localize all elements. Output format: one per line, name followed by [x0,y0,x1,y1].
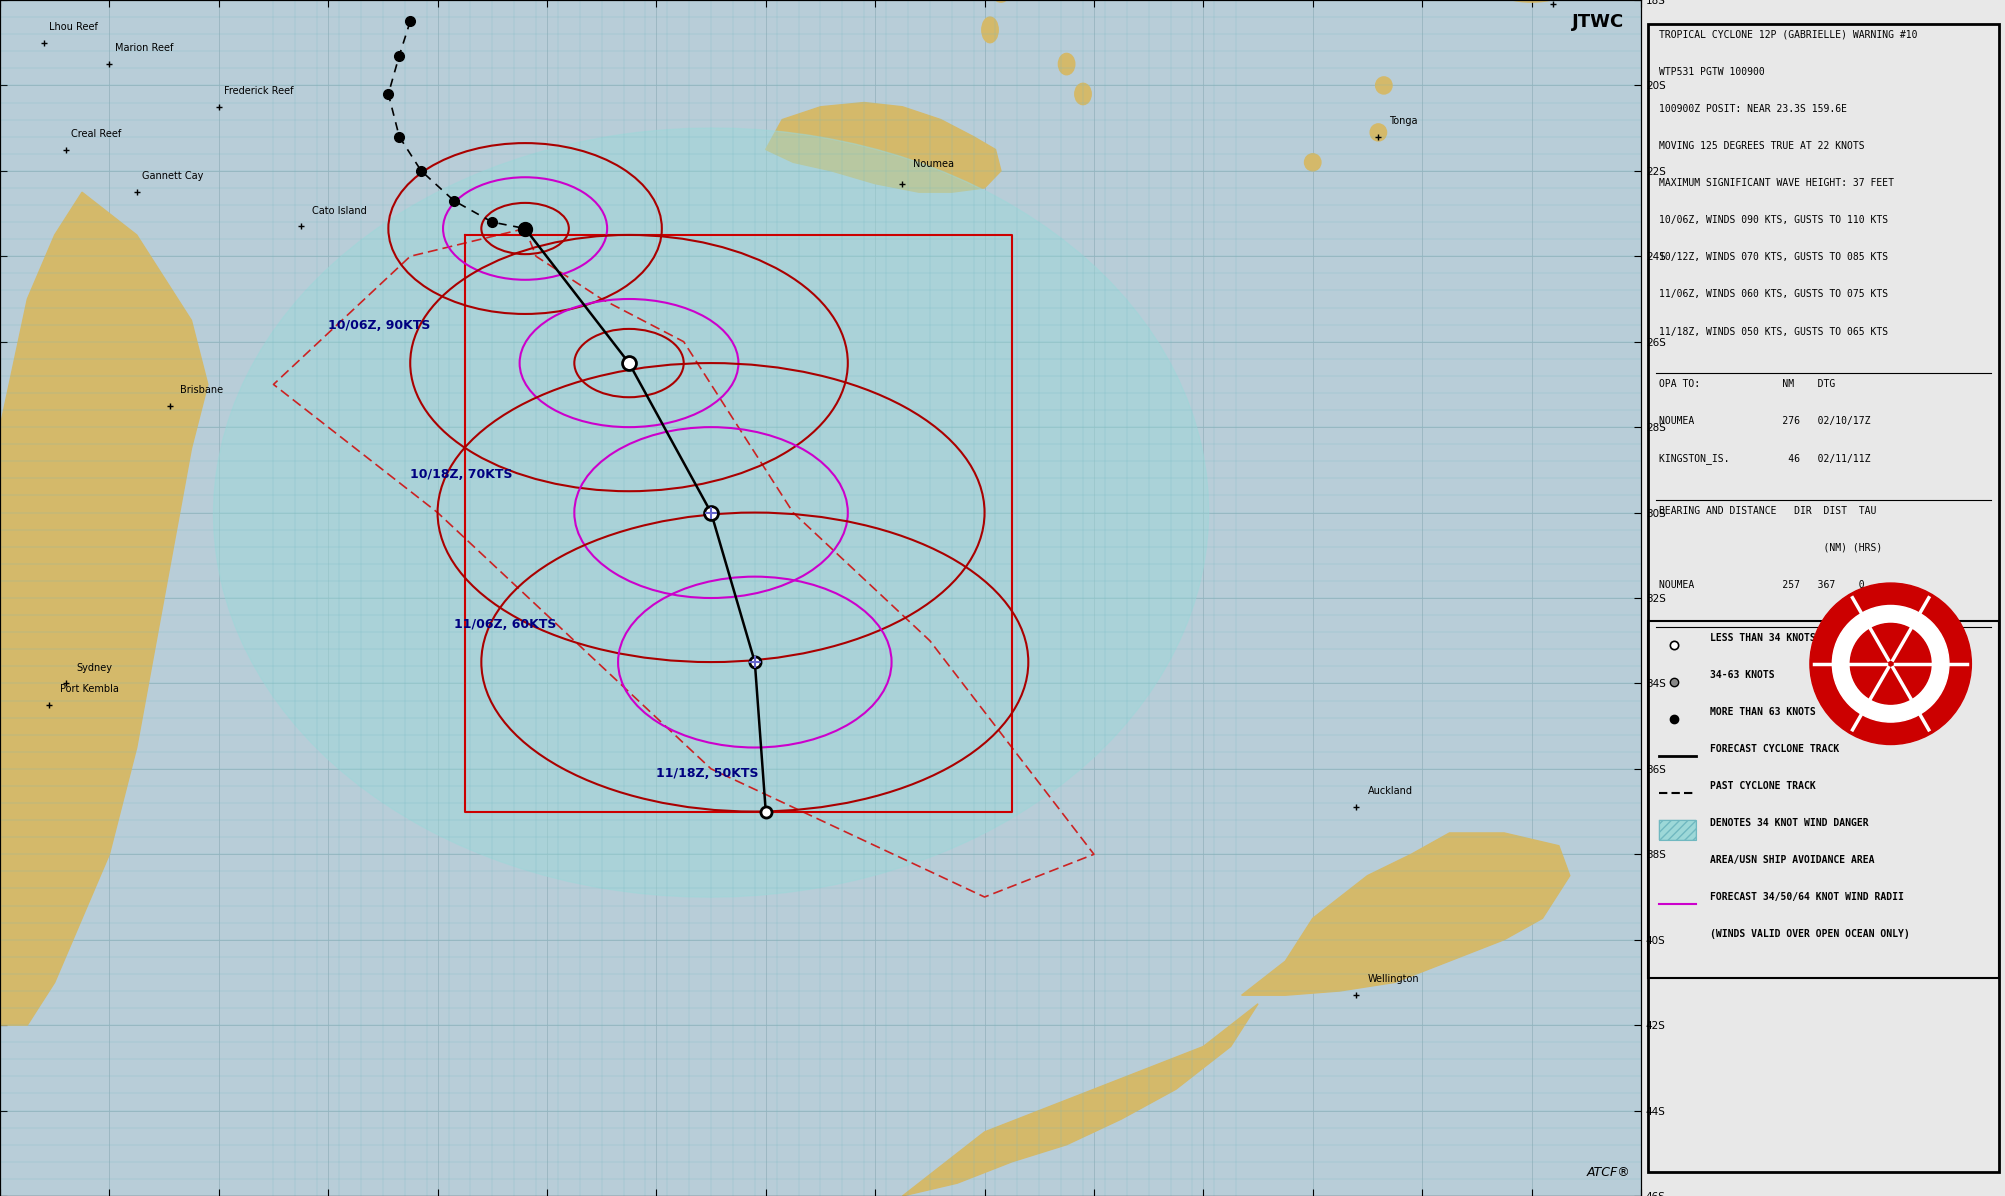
Text: 10/06Z, WINDS 090 KTS, GUSTS TO 110 KTS: 10/06Z, WINDS 090 KTS, GUSTS TO 110 KTS [1658,215,1887,225]
Text: 100900Z POSIT: NEAR 23.3S 159.6E: 100900Z POSIT: NEAR 23.3S 159.6E [1658,104,1847,114]
Circle shape [1831,605,1949,722]
Bar [1658,820,1694,840]
Text: NOUMEA               276   02/10/17Z: NOUMEA 276 02/10/17Z [1658,416,1871,426]
Text: WTP531 PGTW 100900: WTP531 PGTW 100900 [1658,67,1764,77]
Text: 10/06Z, 90KTS: 10/06Z, 90KTS [329,319,431,332]
Ellipse shape [1303,154,1319,171]
Text: Lhou Reef: Lhou Reef [50,22,98,32]
Text: OPA TO:              NM    DTG: OPA TO: NM DTG [1658,379,1835,389]
Text: FORECAST 34/50/64 KNOT WIND RADII: FORECAST 34/50/64 KNOT WIND RADII [1710,892,1903,902]
Text: Cato Island: Cato Island [311,206,367,215]
Polygon shape [902,1003,1257,1196]
Text: MOVING 125 DEGREES TRUE AT 22 KNOTS: MOVING 125 DEGREES TRUE AT 22 KNOTS [1658,141,1865,151]
Text: 11/18Z, 50KTS: 11/18Z, 50KTS [656,768,758,781]
Text: Port Kembla: Port Kembla [60,684,118,694]
Polygon shape [766,103,1000,193]
Text: MORE THAN 63 KNOTS: MORE THAN 63 KNOTS [1710,707,1815,716]
Text: NOUMEA               257   367    0: NOUMEA 257 367 0 [1658,580,1865,590]
Text: Gannett Cay: Gannett Cay [142,171,203,182]
Text: 34-63 KNOTS: 34-63 KNOTS [1710,670,1774,679]
Text: 11/06Z, 60KTS: 11/06Z, 60KTS [453,618,555,631]
Ellipse shape [990,0,1011,2]
Text: (WINDS VALID OVER OPEN OCEAN ONLY): (WINDS VALID OVER OPEN OCEAN ONLY) [1710,929,1909,939]
Text: LESS THAN 34 KNOTS: LESS THAN 34 KNOTS [1710,633,1815,642]
Text: JTWC: JTWC [1572,13,1624,31]
Text: 10/18Z, 70KTS: 10/18Z, 70KTS [409,469,513,482]
Circle shape [1849,623,1931,704]
Ellipse shape [1059,54,1075,74]
Text: DENOTES 34 KNOT WIND DANGER: DENOTES 34 KNOT WIND DANGER [1710,818,1869,828]
Polygon shape [1241,832,1570,995]
Text: Auckland: Auckland [1367,787,1412,797]
Text: Brisbane: Brisbane [180,385,223,395]
Text: Noumea: Noumea [912,159,954,169]
Text: BEARING AND DISTANCE   DIR  DIST  TAU: BEARING AND DISTANCE DIR DIST TAU [1658,506,1875,515]
Text: 10/12Z, WINDS 070 KTS, GUSTS TO 085 KTS: 10/12Z, WINDS 070 KTS, GUSTS TO 085 KTS [1658,252,1887,262]
Text: 11/18Z, WINDS 050 KTS, GUSTS TO 065 KTS: 11/18Z, WINDS 050 KTS, GUSTS TO 065 KTS [1658,327,1887,336]
Text: KINGSTON_IS.          46   02/11/11Z: KINGSTON_IS. 46 02/11/11Z [1658,453,1871,464]
Text: (NM) (HRS): (NM) (HRS) [1658,543,1881,553]
Text: MAXIMUM SIGNIFICANT WAVE HEIGHT: 37 FEET: MAXIMUM SIGNIFICANT WAVE HEIGHT: 37 FEET [1658,178,1893,188]
Ellipse shape [1498,0,1564,2]
Ellipse shape [1075,84,1091,104]
Text: Creal Reef: Creal Reef [70,129,120,139]
Ellipse shape [213,128,1209,897]
Bar [1658,820,1694,840]
Text: TROPICAL CYCLONE 12P (GABRIELLE) WARNING #10: TROPICAL CYCLONE 12P (GABRIELLE) WARNING… [1658,30,1917,39]
Text: Frederick Reef: Frederick Reef [225,86,293,96]
Ellipse shape [1375,77,1391,94]
Text: ATCF®: ATCF® [1586,1166,1630,1179]
Text: FORECAST CYCLONE TRACK: FORECAST CYCLONE TRACK [1710,744,1839,753]
Ellipse shape [980,17,998,43]
Text: Tonga: Tonga [1389,116,1418,126]
Text: Wellington: Wellington [1367,975,1418,984]
Circle shape [1809,582,1971,744]
Polygon shape [0,0,209,1025]
Text: Sydney: Sydney [76,663,112,672]
Text: AREA/USN SHIP AVOIDANCE AREA: AREA/USN SHIP AVOIDANCE AREA [1710,855,1875,865]
Text: Marion Reef: Marion Reef [114,43,172,54]
Ellipse shape [1369,124,1385,141]
Text: PAST CYCLONE TRACK: PAST CYCLONE TRACK [1710,781,1815,791]
Text: 11/06Z, WINDS 060 KTS, GUSTS TO 075 KTS: 11/06Z, WINDS 060 KTS, GUSTS TO 075 KTS [1658,289,1887,299]
